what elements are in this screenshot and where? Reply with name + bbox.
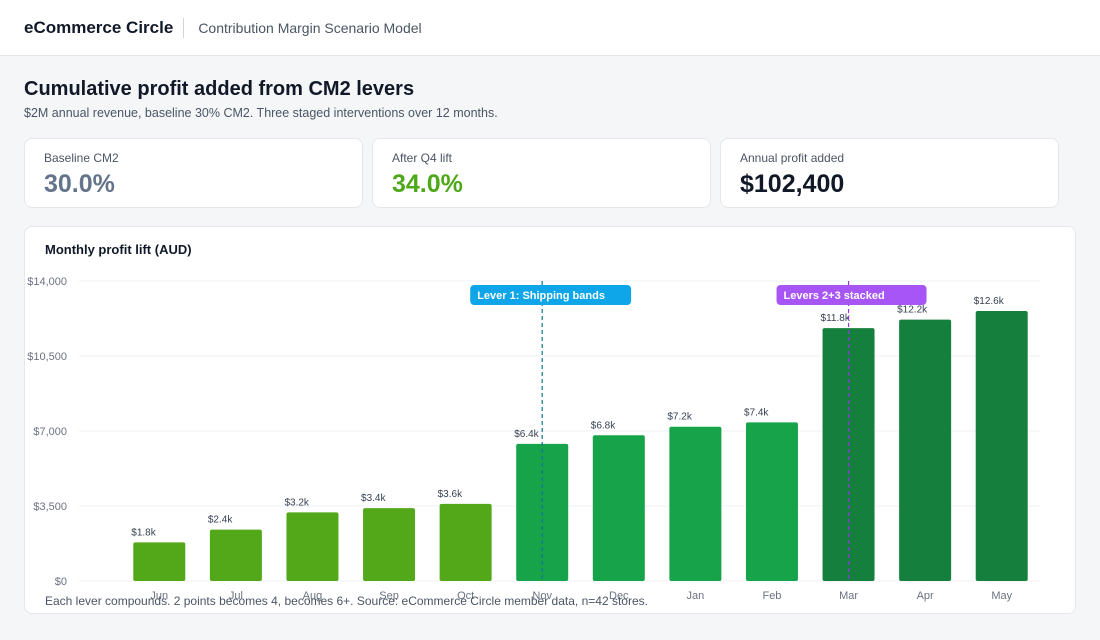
kpi-value: 30.0% [44, 170, 115, 198]
bar-sep [363, 508, 416, 581]
y-tick-label: $0 [55, 576, 67, 588]
bar-data-label: $3.2k [284, 497, 309, 508]
y-tick-label: $14,000 [27, 276, 67, 288]
bar-data-label: $3.6k [438, 489, 463, 500]
annotation-label: Lever 1: Shipping bands [477, 290, 605, 302]
bar-jan [669, 426, 722, 581]
bar-feb [745, 422, 798, 581]
header-subtitle: Contribution Margin Scenario Model [198, 19, 422, 36]
bar-data-label: $6.4k [514, 429, 539, 440]
y-tick-label: $3,500 [33, 501, 67, 513]
page-subtitle: $2M annual revenue, baseline 30% CM2. Th… [24, 106, 498, 120]
x-tick-label: Apr [917, 590, 934, 602]
bar-data-label: $7.4k [744, 407, 769, 418]
bar-data-label: $6.8k [591, 420, 616, 431]
kpi-label: Annual profit added [740, 151, 845, 165]
x-tick-label: Dec [609, 590, 629, 602]
kpi-value: 34.0% [392, 170, 463, 198]
bar-jul [209, 529, 262, 581]
x-tick-label: Jun [150, 590, 168, 602]
chart-title: Monthly profit lift (AUD) [45, 242, 192, 257]
kpi-label: After Q4 lift [392, 151, 453, 165]
brand-logo-text[interactable]: eCommerce Circle [24, 17, 174, 37]
x-tick-label: Feb [762, 590, 781, 602]
chart-card: Monthly profit lift (AUD) $0 $3,500 $7,000… [24, 226, 1076, 614]
bar-mar [822, 328, 875, 581]
bar-data-label: $1.8k [131, 527, 156, 538]
bar-may [975, 311, 1028, 581]
kpi-card-annual-profit: Annual profit added $102,400 [720, 138, 1059, 208]
bar-data-label: $3.4k [361, 493, 386, 504]
bar-chart: $0 $3,500 $7,000 $10,500 $14,000 $1.8k Jun $2.4… [27, 276, 1040, 602]
y-tick-label: $10,500 [27, 351, 67, 363]
top-bar: eCommerce Circle Contribution Margin Sce… [0, 0, 1100, 56]
bar-oct [439, 503, 492, 581]
x-tick-label: May [991, 590, 1012, 602]
x-tick-label: Oct [457, 590, 474, 602]
bar-data-label: $12.6k [974, 296, 1005, 307]
bar-data-label: $12.2k [897, 305, 928, 316]
annotation-label: Levers 2+3 stacked [784, 290, 885, 302]
bar-apr [899, 319, 952, 581]
bar-dec [592, 435, 645, 581]
x-tick-label: Aug [303, 590, 323, 602]
kpi-card-baseline: Baseline CM2 30.0% [24, 138, 363, 208]
kpi-value: $102,400 [740, 170, 845, 198]
header-divider [183, 17, 185, 38]
chart-footnote: Each lever compounds. 2 points becomes 4… [45, 594, 648, 608]
bar-data-label: $11.8k [821, 313, 851, 324]
bar-data-label: $2.4k [208, 515, 233, 526]
page-title: Cumulative profit added from CM2 levers [24, 78, 415, 100]
bar-aug [286, 512, 339, 581]
annotation-label-box [776, 285, 927, 305]
x-tick-label: Mar [839, 590, 858, 602]
kpi-card-after-q4: After Q4 lift 34.0% [372, 138, 711, 208]
x-tick-label: Jan [687, 590, 705, 602]
bar-data-label: $7.2k [667, 412, 692, 423]
annotation-label-box [470, 285, 632, 305]
bar-jun [133, 542, 186, 581]
y-tick-label: $7,000 [33, 426, 67, 438]
x-tick-label: Sep [379, 590, 399, 602]
kpi-label: Baseline CM2 [44, 151, 119, 165]
x-tick-label: Nov [532, 590, 552, 602]
x-tick-label: Jul [229, 590, 243, 602]
